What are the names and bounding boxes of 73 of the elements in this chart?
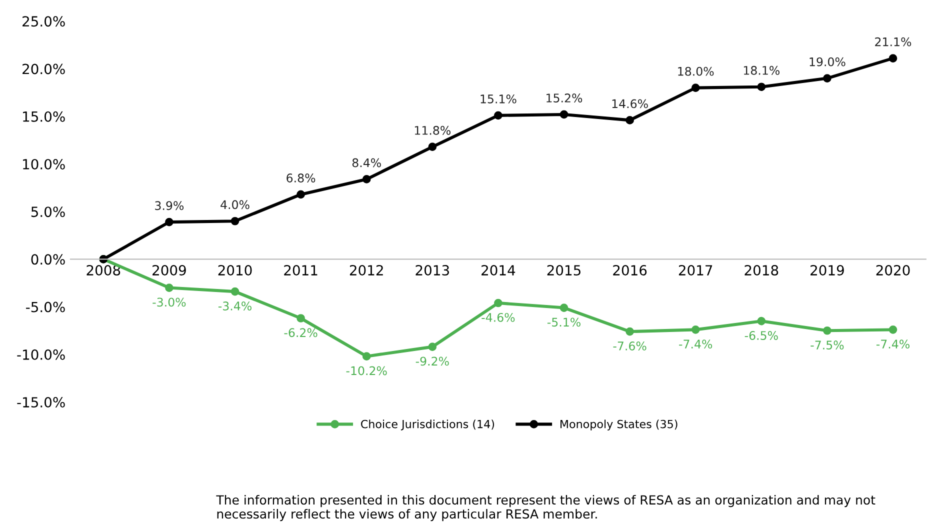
- legend-label: Choice Jurisdictions (14): [361, 420, 494, 430]
- y-tick-label: -5.0%: [26, 302, 65, 312]
- point: [757, 82, 766, 92]
- data-label: -7.4%: [876, 340, 910, 349]
- y-tick-label: 25.0%: [22, 16, 65, 27]
- data-label: 18.1%: [744, 66, 780, 75]
- x-tick-label: 2008: [86, 265, 120, 276]
- x-tick-label: 2012: [350, 265, 383, 276]
- point: [691, 326, 700, 334]
- data-label: 8.4%: [352, 158, 381, 168]
- data-label: -4.6%: [482, 312, 515, 322]
- y-tick-label: -15.0%: [17, 397, 65, 408]
- point: [691, 84, 700, 92]
- point: [626, 327, 634, 336]
- data-label: -5.1%: [547, 318, 580, 327]
- data-label: 6.8%: [286, 174, 316, 182]
- point: [362, 175, 371, 184]
- point: [230, 216, 240, 226]
- y-tick-label: 0.0%: [31, 254, 65, 265]
- point: [165, 218, 174, 226]
- point: [362, 352, 371, 360]
- data-label: 19.0%: [810, 57, 846, 66]
- data-label: -3.4%: [218, 302, 252, 310]
- point: [823, 326, 832, 335]
- data-label: 18.0%: [678, 66, 714, 76]
- data-label: 21.1%: [875, 37, 912, 46]
- x-tick-label: 2019: [810, 265, 844, 276]
- data-label: 3.9%: [155, 201, 184, 210]
- point: [560, 304, 568, 312]
- data-label: -7.4%: [679, 340, 712, 349]
- y-tick-label: 15.0%: [23, 111, 65, 122]
- y-tick-label: 20.0%: [22, 64, 65, 74]
- data-label: -6.2%: [284, 328, 318, 338]
- legend-label: Monopoly States (35): [560, 420, 678, 430]
- point: [757, 316, 766, 326]
- data-label: -7.6%: [613, 342, 646, 350]
- y-tick-label: 10.0%: [23, 158, 65, 170]
- x-tick-label: 2010: [218, 265, 252, 276]
- point: [626, 116, 634, 124]
- data-label: 14.6%: [612, 99, 648, 108]
- point: [494, 111, 502, 120]
- point: [888, 326, 898, 334]
- x-tick-label: 2016: [613, 265, 647, 276]
- x-tick-label: 2017: [678, 265, 712, 276]
- y-tick-label: -10.0%: [17, 349, 65, 360]
- point: [494, 298, 502, 308]
- x-tick-label: 2014: [482, 265, 516, 276]
- point: [888, 54, 898, 62]
- y-tick-label: 5.0%: [31, 206, 65, 218]
- data-label: 15.2%: [546, 94, 582, 102]
- data-label: 4.0%: [220, 200, 250, 210]
- point: [823, 74, 832, 82]
- x-tick-label: 2018: [744, 265, 778, 276]
- data-label: -7.5%: [810, 340, 844, 350]
- data-label: -3.0%: [152, 298, 186, 307]
- x-tick-label: 2013: [416, 265, 449, 276]
- x-tick-label: 2015: [547, 265, 580, 276]
- text: The information presented in this document represent the views of RESA as an organization and may not necessarily reflect the views of any particular RESA member.: [216, 494, 876, 522]
- point: [296, 314, 305, 322]
- data-label: 15.1%: [480, 94, 516, 104]
- data-label: -10.2%: [346, 366, 387, 376]
- x-tick-label: 2009: [152, 265, 186, 276]
- point: [230, 287, 240, 296]
- data-label: -6.5%: [744, 331, 778, 340]
- x-tick-label: 2020: [876, 265, 910, 276]
- point: [428, 142, 437, 152]
- point: [560, 110, 568, 119]
- point: [428, 342, 437, 351]
- point: [296, 190, 305, 199]
- x-tick-label: 2011: [284, 265, 318, 276]
- data-label: 11.8%: [414, 126, 450, 135]
- data-label: -9.2%: [416, 356, 449, 366]
- point: [165, 284, 174, 292]
